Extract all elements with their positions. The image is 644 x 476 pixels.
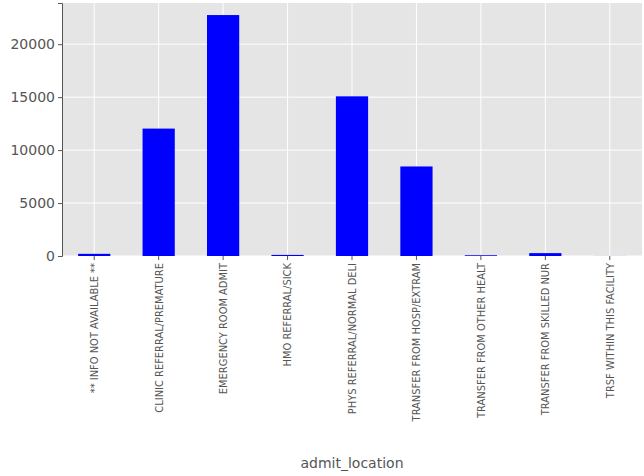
tick-label: 10000 [10, 142, 55, 158]
tick: CLINIC REFERRAL/PREMATURE [153, 256, 166, 413]
tick-label: TRANSFER FROM OTHER HEALT [475, 262, 488, 419]
grid-line [609, 3, 610, 256]
tick-mark [94, 256, 95, 260]
tick: HMO REFERRAL/SICK [281, 256, 294, 367]
tick-mark [58, 256, 62, 257]
tick-mark [58, 203, 62, 204]
tick-label: PHYS REFERRAL/NORMAL DELI [346, 263, 359, 414]
tick-mark [545, 256, 546, 260]
tick-label: EMERGENCY ROOM ADMIT [217, 262, 230, 394]
bar [271, 255, 303, 256]
bar [400, 166, 432, 256]
bar [78, 254, 110, 256]
tick-mark [352, 256, 353, 260]
tick: TRANSFER FROM HOSP/EXTRAM [410, 256, 423, 422]
tick-mark [609, 256, 610, 260]
tick: PHYS REFERRAL/NORMAL DELI [346, 256, 359, 414]
grid-line [480, 3, 481, 256]
tick-label: ** INFO NOT AVAILABLE ** [88, 263, 101, 393]
tick-mark [223, 256, 224, 260]
grid-line [287, 3, 288, 256]
tick-mark [58, 97, 62, 98]
x-axis: ** INFO NOT AVAILABLE ** CLINIC REFERRAL/… [63, 256, 643, 422]
tick: TRSF WITHIN THIS FACILITY [604, 256, 617, 399]
tick: EMERGENCY ROOM ADMIT [217, 256, 230, 394]
bars [78, 15, 626, 256]
tick: TRANSFER FROM SKILLED NUR [539, 256, 552, 416]
tick-label: 15000 [10, 89, 55, 105]
tick-label: TRANSFER FROM HOSP/EXTRAM [410, 263, 423, 422]
tick: 0 [46, 248, 62, 264]
axis-line [63, 257, 643, 261]
plot: 0 5000 10000 15000 20000 ** INFO NOT AVAILABL… [10, 3, 642, 422]
axis-line [58, 4, 63, 257]
bar [465, 255, 497, 256]
tick: 20000 [10, 36, 62, 52]
bar [336, 96, 368, 256]
tick-label: HMO REFERRAL/SICK [281, 262, 294, 366]
bar [207, 15, 239, 256]
tick-label: 20000 [10, 36, 55, 52]
grid-line [545, 3, 546, 256]
tick-mark [480, 256, 481, 260]
bar [143, 129, 175, 256]
tick-mark [287, 256, 288, 260]
tick-label: CLINIC REFERRAL/PREMATURE [153, 263, 166, 413]
tick-label: TRANSFER FROM SKILLED NUR [539, 263, 552, 416]
grid [62, 3, 642, 256]
tick-mark [58, 150, 62, 151]
bar [594, 255, 626, 256]
tick: TRANSFER FROM OTHER HEALT [475, 256, 488, 419]
tick: 5000 [19, 195, 62, 211]
tick-mark [158, 256, 159, 260]
tick: ** INFO NOT AVAILABLE ** [88, 256, 101, 393]
tick-mark [416, 256, 417, 260]
tick: 10000 [10, 142, 62, 158]
x-axis-title: admit_location [300, 455, 403, 471]
tick-label: 0 [46, 248, 55, 264]
tick: 15000 [10, 89, 62, 105]
chart: 0 5000 10000 15000 20000 ** INFO NOT AVAILABL… [0, 0, 644, 476]
tick-mark [58, 44, 62, 45]
bar [529, 253, 561, 256]
grid-line [94, 3, 95, 256]
tick-label: TRSF WITHIN THIS FACILITY [604, 262, 617, 399]
tick-label: 5000 [19, 195, 55, 211]
y-axis: 0 5000 10000 15000 20000 [10, 4, 62, 264]
plot-background [62, 3, 642, 256]
